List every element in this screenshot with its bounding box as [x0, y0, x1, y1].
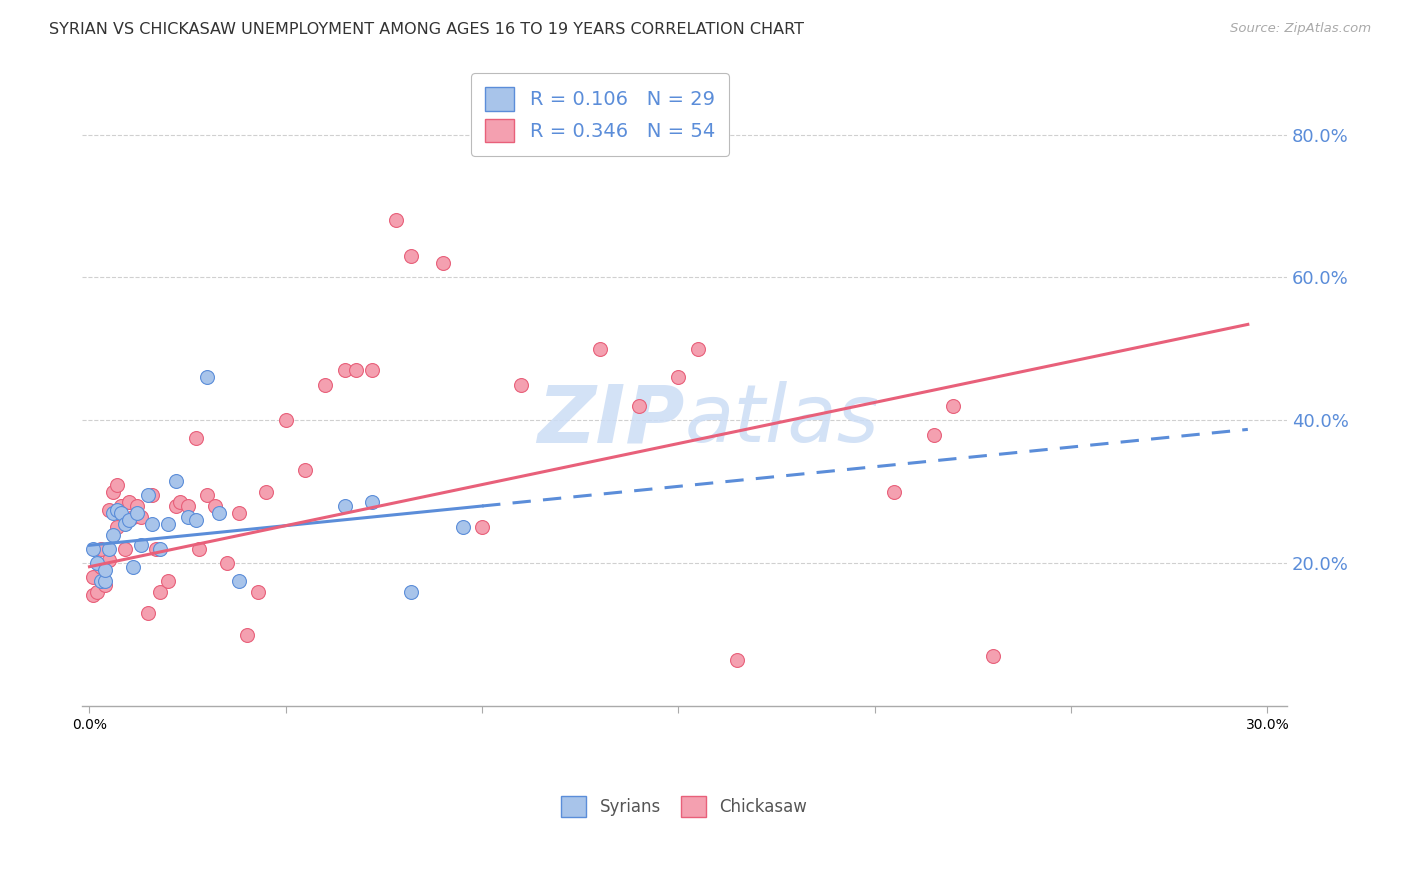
Point [157, 574, 180, 588]
Point [688, 342, 710, 356]
Point [86, 584, 108, 599]
Point [432, 256, 454, 270]
Point [208, 506, 231, 520]
Point [149, 541, 172, 556]
Point [90, 559, 112, 574]
Point [98, 541, 121, 556]
Point [101, 506, 124, 520]
Point [118, 513, 141, 527]
Point [451, 520, 474, 534]
Point [235, 627, 257, 641]
Point [254, 484, 277, 499]
Point [314, 377, 336, 392]
Legend: Syrians, Chickasaw: Syrians, Chickasaw [555, 789, 814, 823]
Text: SYRIAN VS CHICKASAW UNEMPLOYMENT AMONG AGES 16 TO 19 YEARS CORRELATION CHART: SYRIAN VS CHICKASAW UNEMPLOYMENT AMONG A… [49, 22, 804, 37]
Point [82, 588, 104, 602]
Point [157, 516, 180, 531]
Point [228, 506, 250, 520]
Point [145, 541, 167, 556]
Text: ZIP: ZIP [537, 381, 685, 459]
Point [471, 520, 494, 534]
Point [90, 541, 112, 556]
Point [114, 541, 136, 556]
Point [114, 516, 136, 531]
Point [98, 502, 121, 516]
Point [294, 463, 316, 477]
Point [184, 431, 207, 445]
Point [942, 399, 965, 413]
Point [98, 552, 121, 566]
Point [883, 484, 905, 499]
Point [110, 506, 132, 520]
Point [247, 584, 270, 599]
Point [129, 538, 152, 552]
Point [510, 377, 533, 392]
Point [105, 520, 128, 534]
Point [401, 584, 423, 599]
Point [176, 499, 198, 513]
Point [184, 513, 207, 527]
Point [215, 556, 238, 570]
Point [628, 399, 651, 413]
Point [589, 342, 612, 356]
Point [118, 495, 141, 509]
Point [94, 574, 117, 588]
Point [121, 559, 143, 574]
Point [668, 370, 690, 384]
Point [101, 484, 124, 499]
Point [195, 488, 218, 502]
Point [361, 495, 384, 509]
Point [82, 541, 104, 556]
Point [384, 213, 406, 227]
Point [94, 563, 117, 577]
Point [346, 363, 368, 377]
Point [141, 488, 163, 502]
Point [165, 474, 187, 488]
Point [228, 574, 250, 588]
Point [333, 499, 356, 513]
Point [274, 413, 297, 427]
Point [105, 477, 128, 491]
Point [121, 509, 143, 524]
Point [165, 499, 187, 513]
Point [188, 541, 211, 556]
Point [401, 249, 423, 263]
Text: Source: ZipAtlas.com: Source: ZipAtlas.com [1230, 22, 1371, 36]
Point [981, 648, 1004, 663]
Point [725, 652, 748, 666]
Point [149, 584, 172, 599]
Point [101, 527, 124, 541]
Point [204, 499, 226, 513]
Point [90, 574, 112, 588]
Text: atlas: atlas [685, 381, 879, 459]
Point [125, 506, 148, 520]
Point [169, 495, 191, 509]
Point [82, 570, 104, 584]
Point [138, 488, 160, 502]
Point [195, 370, 218, 384]
Point [333, 363, 356, 377]
Point [86, 556, 108, 570]
Point [138, 606, 160, 620]
Point [922, 427, 945, 442]
Point [94, 577, 117, 591]
Point [105, 502, 128, 516]
Point [176, 509, 198, 524]
Point [129, 509, 152, 524]
Point [110, 499, 132, 513]
Point [141, 516, 163, 531]
Point [125, 499, 148, 513]
Point [361, 363, 384, 377]
